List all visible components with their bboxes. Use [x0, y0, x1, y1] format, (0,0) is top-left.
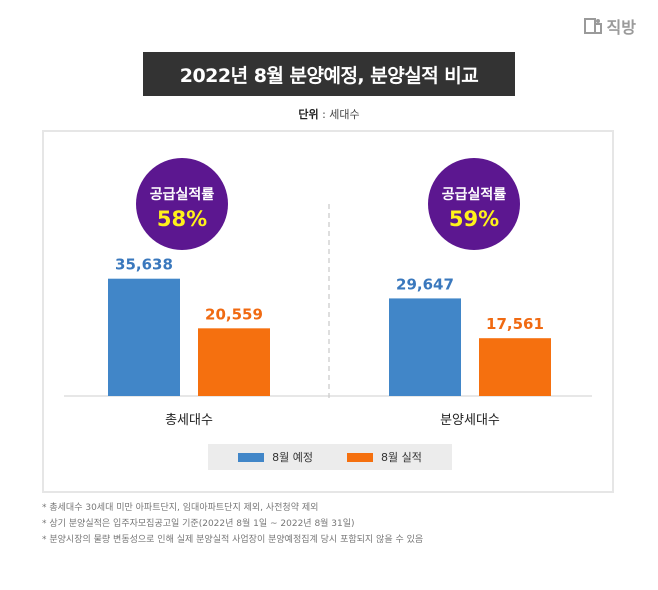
category-label: 분양세대수 [440, 413, 500, 428]
data-label: 35,638 [115, 256, 173, 274]
brand-logo: 직방 [583, 14, 636, 38]
bar-planned [389, 298, 461, 396]
legend-swatch-planned [238, 452, 265, 462]
brand-name: 직방 [606, 18, 636, 37]
data-label: 17,561 [486, 315, 544, 333]
footnote: * 총세대수 30세대 미만 아파트단지, 임대아파트단지 제외, 사전청약 제… [42, 503, 319, 513]
chart-title: 2022년 8월 분양예정, 분양실적 비교 [143, 52, 515, 96]
data-label: 20,559 [205, 305, 263, 323]
bar-planned [108, 278, 180, 396]
unit-value: 세대수 [329, 108, 360, 121]
data-label: 29,647 [396, 275, 454, 293]
rate-badge [136, 158, 228, 250]
legend-item-actual: 8월 실적 [347, 449, 422, 465]
bar-actual [479, 338, 551, 396]
rate-badge [428, 158, 520, 250]
legend-label-actual: 8월 실적 [381, 451, 422, 464]
footnote: * 분양시장의 물량 변동성으로 인해 실제 분양실적 사업장이 분양예정집계 … [42, 535, 424, 545]
legend-swatch-actual [347, 452, 373, 462]
bar-actual [198, 328, 270, 396]
footnotes: * 총세대수 30세대 미만 아파트단지, 임대아파트단지 제외, 사전청약 제… [42, 500, 423, 548]
badge-label: 공급실적률 [150, 186, 215, 203]
unit-key: 단위 [298, 108, 319, 121]
legend-label-planned: 8월 예정 [272, 451, 313, 464]
footnote: * 상기 분양실적은 입주자모집공고일 기준(2022년 8월 1일 ~ 202… [42, 519, 355, 529]
legend: 8월 예정 8월 실적 [208, 444, 452, 470]
building-logo-icon [583, 18, 602, 34]
category-label: 총세대수 [165, 413, 213, 428]
badge-value: 58% [157, 207, 207, 231]
legend-item-planned: 8월 예정 [238, 449, 313, 465]
unit-separator: : [318, 108, 330, 121]
unit-label: 단위 : 세대수 [0, 106, 658, 122]
badge-label: 공급실적률 [442, 186, 507, 203]
badge-value: 59% [449, 207, 499, 231]
